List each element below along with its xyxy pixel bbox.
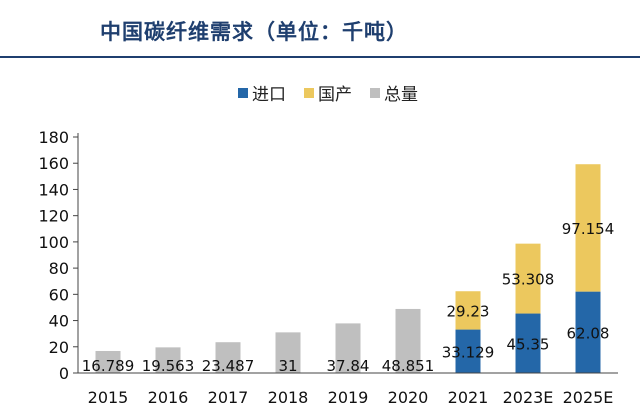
bar-total xyxy=(275,332,301,373)
legend-label-import: 进口 xyxy=(252,85,286,105)
bars xyxy=(95,164,601,373)
legend-label-domestic: 国产 xyxy=(318,85,352,105)
title-divider xyxy=(0,56,640,58)
bar-total xyxy=(395,308,421,373)
y-axis: 0 20 40 60 80 100 120 140 160 180 xyxy=(38,128,79,383)
legend-swatch-total xyxy=(370,87,380,98)
x-tick-label: 2017 xyxy=(208,388,249,407)
bar-total xyxy=(95,350,121,373)
bar-import xyxy=(455,329,481,373)
data-label: 29.23 xyxy=(447,302,490,320)
bar-domestic xyxy=(455,291,481,330)
data-label: 31 xyxy=(278,357,297,375)
legend-item-total: 总量 xyxy=(370,80,418,105)
x-tick-label: 2023E xyxy=(503,388,554,407)
legend-swatch-import xyxy=(238,87,248,98)
y-tick-label: 180 xyxy=(38,128,69,147)
bar-domestic xyxy=(575,164,601,292)
x-tick-label: 2020 xyxy=(388,388,429,407)
data-label: 37.84 xyxy=(327,357,370,375)
data-label: 45.35 xyxy=(507,335,550,353)
y-tick-label: 80 xyxy=(49,259,69,278)
data-label: 19.563 xyxy=(142,357,195,375)
data-label: 53.308 xyxy=(502,271,555,289)
y-tick-label: 120 xyxy=(38,207,69,226)
y-tick-label: 60 xyxy=(49,285,69,304)
data-label: 33.129 xyxy=(442,343,495,361)
data-label: 62.08 xyxy=(567,324,610,342)
y-tick-label: 140 xyxy=(38,180,69,199)
legend-item-import: 进口 xyxy=(238,80,286,105)
legend-swatch-domestic xyxy=(304,87,314,98)
chart-title: 中国碳纤维需求（单位：千吨） xyxy=(100,20,408,44)
x-tick-label: 2025E xyxy=(563,388,614,407)
y-tick-label: 160 xyxy=(38,154,69,173)
x-axis: 2015 2016 2017 2018 2019 2020 2021 2023E 2025E xyxy=(78,372,618,407)
data-label: 97.154 xyxy=(562,220,615,238)
data-label: 23.487 xyxy=(202,357,255,375)
legend-item-domestic: 国产 xyxy=(304,80,352,105)
x-tick-label: 2019 xyxy=(328,388,369,407)
y-tick-label: 0 xyxy=(59,364,69,383)
bar-import xyxy=(575,291,601,373)
y-tick-label: 40 xyxy=(49,312,69,331)
data-labels: 16.789 19.563 23.487 31 37.84 48.851 33.129 29.… xyxy=(82,220,615,375)
bar-total xyxy=(335,323,361,373)
data-label: 48.851 xyxy=(382,357,435,375)
bar-total xyxy=(215,342,241,373)
bar-total xyxy=(155,347,181,373)
x-tick-label: 2016 xyxy=(148,388,189,407)
x-tick-label: 2015 xyxy=(88,388,129,407)
x-tick-label: 2018 xyxy=(268,388,309,407)
legend: 进口 国产 总量 xyxy=(238,80,418,105)
bar-domestic xyxy=(515,243,541,314)
data-label: 16.789 xyxy=(82,357,135,375)
y-tick-label: 100 xyxy=(38,233,69,252)
y-tick-label: 20 xyxy=(49,338,69,357)
legend-label-total: 总量 xyxy=(384,85,418,105)
x-tick-label: 2021 xyxy=(448,388,489,407)
bar-import xyxy=(515,313,541,373)
